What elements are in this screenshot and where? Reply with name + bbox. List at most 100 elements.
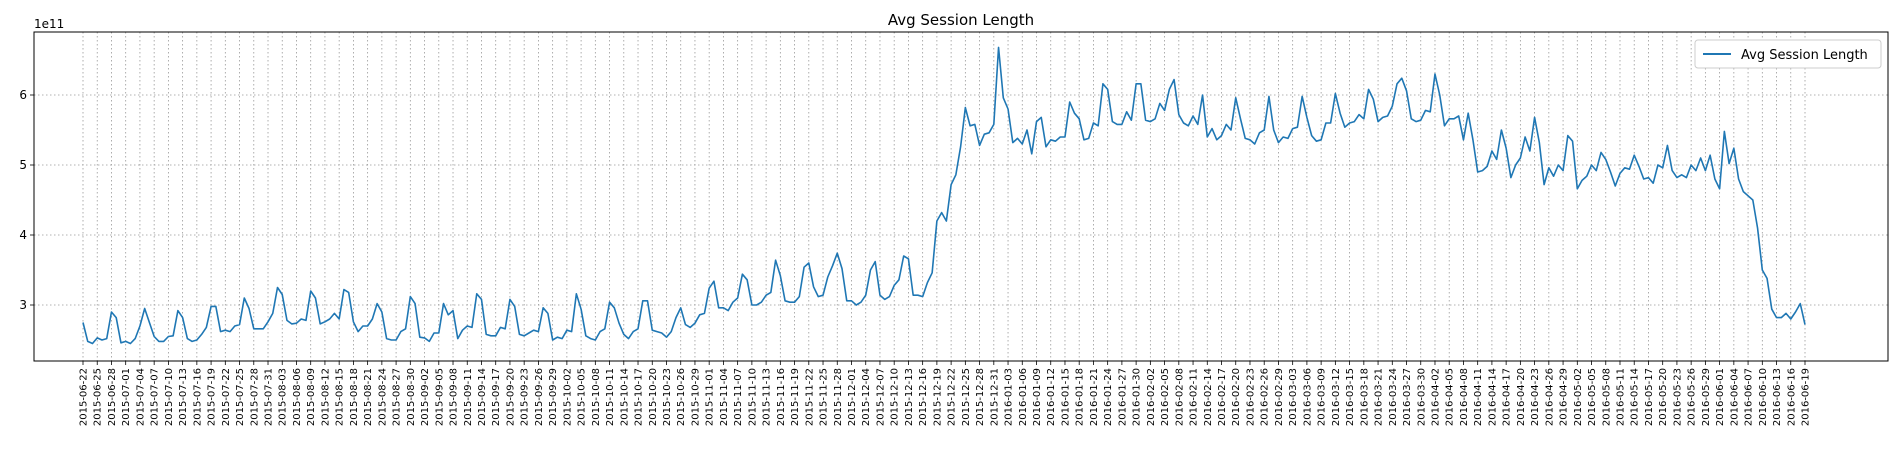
x-tick-label: 2015-12-28 xyxy=(975,368,986,426)
x-tick-label: 2015-12-22 xyxy=(947,368,958,426)
x-tick-label: 2016-01-24 xyxy=(1103,368,1114,426)
x-tick-label: 2016-03-03 xyxy=(1288,368,1299,426)
x-tick-label: 2016-03-21 xyxy=(1374,368,1385,426)
x-tick-label: 2015-07-31 xyxy=(264,368,275,426)
x-tick-label: 2015-08-21 xyxy=(363,368,374,426)
x-tick-label: 2015-12-01 xyxy=(847,368,858,426)
x-tick-label: 2015-08-30 xyxy=(406,368,417,426)
x-tick-label: 2015-09-17 xyxy=(491,368,502,426)
x-tick-label: 2015-08-09 xyxy=(306,368,317,426)
x-tick-label: 2015-10-17 xyxy=(634,368,645,426)
x-tick-label: 2015-08-15 xyxy=(335,368,346,426)
x-tick-label: 2015-07-19 xyxy=(207,368,218,426)
x-tick-label: 2016-01-06 xyxy=(1018,368,1029,426)
x-tick-label: 2015-12-19 xyxy=(932,368,943,426)
x-tick-label: 2015-07-16 xyxy=(192,368,203,426)
x-tick-label: 2015-09-08 xyxy=(449,368,460,426)
x-tick-label: 2016-02-08 xyxy=(1174,368,1185,426)
x-tick-label: 2015-07-22 xyxy=(221,368,232,426)
x-tick-label: 2016-06-16 xyxy=(1786,368,1797,426)
grid-layer xyxy=(34,32,1888,361)
x-tick-label: 2016-05-11 xyxy=(1615,368,1626,426)
x-tick-label: 2015-11-01 xyxy=(705,368,716,426)
x-tick-label: 2015-07-07 xyxy=(150,368,161,426)
x-tick-label: 2015-11-07 xyxy=(733,368,744,426)
legend-box xyxy=(1694,39,1882,69)
x-tick-label: 2015-07-01 xyxy=(121,368,132,426)
x-tick-label: 2015-08-12 xyxy=(320,368,331,426)
x-tick-label: 2015-06-28 xyxy=(107,368,118,426)
x-tick-label: 2015-07-13 xyxy=(178,368,189,426)
x-tick-label: 2015-12-13 xyxy=(904,368,915,426)
y-tick-label: 5 xyxy=(19,158,27,172)
x-tick-label: 2016-05-29 xyxy=(1701,368,1712,426)
x-tick-label: 2016-02-05 xyxy=(1160,368,1171,426)
y-tick-label: 6 xyxy=(19,88,27,102)
x-tick-label: 2016-05-02 xyxy=(1573,368,1584,426)
x-tick-label: 2015-09-23 xyxy=(520,368,531,426)
x-tick-label: 2016-03-18 xyxy=(1359,368,1370,426)
x-tick-label: 2016-03-30 xyxy=(1416,368,1427,426)
x-tick-label: 2015-09-20 xyxy=(505,368,516,426)
x-tick-label: 2015-11-28 xyxy=(833,368,844,426)
y-axis-ticks: 3 4 5 6 xyxy=(19,88,34,312)
x-tick-label: 2016-01-21 xyxy=(1089,368,1100,426)
x-tick-label: 2015-10-20 xyxy=(648,368,659,426)
x-tick-label: 2015-09-11 xyxy=(463,368,474,426)
x-tick-label: 2015-12-10 xyxy=(890,368,901,426)
x-tick-label: 2016-03-27 xyxy=(1402,368,1413,426)
x-tick-label: 2015-07-25 xyxy=(235,368,246,426)
x-tick-label: 2015-09-05 xyxy=(434,368,445,426)
x-tick-label: 2016-01-09 xyxy=(1032,368,1043,426)
x-tick-label: 2015-09-26 xyxy=(534,368,545,426)
x-tick-label: 2016-04-08 xyxy=(1459,368,1470,426)
x-tick-label: 2015-11-04 xyxy=(719,368,730,426)
x-tick-label: 2015-08-24 xyxy=(377,368,388,426)
x-tick-label: 2015-12-31 xyxy=(989,368,1000,426)
x-tick-label: 2016-04-11 xyxy=(1473,368,1484,426)
x-tick-label: 2016-06-19 xyxy=(1801,368,1812,426)
x-tick-label: 2016-05-05 xyxy=(1587,368,1598,426)
y-axis-multiplier-label: 1e11 xyxy=(34,17,64,31)
x-tick-label: 2016-05-17 xyxy=(1644,368,1655,426)
x-tick-label: 2015-07-10 xyxy=(164,368,175,426)
x-tick-label: 2016-03-06 xyxy=(1302,368,1313,426)
x-tick-label: 2016-06-04 xyxy=(1729,368,1740,426)
x-tick-label: 2015-12-04 xyxy=(861,368,872,426)
x-tick-label: 2015-09-14 xyxy=(477,368,488,426)
x-tick-label: 2015-06-22 xyxy=(79,368,90,426)
x-tick-label: 2016-04-02 xyxy=(1430,368,1441,426)
x-tick-label: 2016-01-12 xyxy=(1046,368,1057,426)
chart-title: Avg Session Length xyxy=(888,11,1034,29)
x-tick-label: 2015-12-16 xyxy=(918,368,929,426)
x-tick-label: 2016-02-23 xyxy=(1245,368,1256,426)
x-tick-label: 2015-11-22 xyxy=(804,368,815,426)
y-tick-label: 4 xyxy=(19,228,27,242)
x-tick-label: 2015-10-23 xyxy=(662,368,673,426)
x-tick-label: 2015-08-06 xyxy=(292,368,303,426)
x-tick-label: 2015-10-11 xyxy=(605,368,616,426)
x-tick-label: 2016-06-07 xyxy=(1744,368,1755,426)
x-tick-label: 2015-11-16 xyxy=(776,368,787,426)
x-tick-label: 2016-02-17 xyxy=(1217,368,1228,426)
x-tick-label: 2015-10-08 xyxy=(591,368,602,426)
x-tick-label: 2016-01-30 xyxy=(1132,368,1143,426)
x-tick-label: 2015-11-19 xyxy=(790,368,801,426)
x-tick-label: 2016-04-05 xyxy=(1445,368,1456,426)
x-tick-label: 2016-02-02 xyxy=(1146,368,1157,426)
x-tick-label: 2015-11-13 xyxy=(762,368,773,426)
x-tick-label: 2015-11-25 xyxy=(819,368,830,426)
x-tick-label: 2015-09-02 xyxy=(420,368,431,426)
plot-area-frame xyxy=(33,31,1889,362)
x-tick-label: 2016-05-20 xyxy=(1658,368,1669,426)
x-axis-ticks: 2015-06-22 2015-06-25 2015-06-28 2015-07-01… xyxy=(79,361,1812,426)
x-tick-label: 2015-10-29 xyxy=(690,368,701,426)
x-tick-label: 2016-03-09 xyxy=(1317,368,1328,426)
x-tick-label: 2015-07-28 xyxy=(249,368,260,426)
series-layer xyxy=(82,46,1806,345)
x-tick-label: 2015-12-25 xyxy=(961,368,972,426)
x-tick-label: 2015-10-14 xyxy=(619,368,630,426)
x-tick-label: 2016-02-20 xyxy=(1231,368,1242,426)
x-tick-label: 2016-02-14 xyxy=(1203,368,1214,426)
